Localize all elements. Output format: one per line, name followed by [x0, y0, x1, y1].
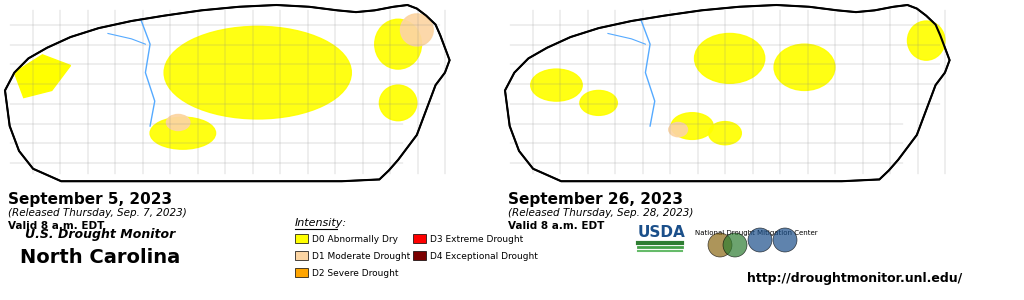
- Ellipse shape: [907, 21, 945, 60]
- Ellipse shape: [580, 90, 617, 116]
- Text: Intensity:: Intensity:: [295, 218, 347, 228]
- Ellipse shape: [380, 85, 417, 121]
- Polygon shape: [5, 5, 450, 181]
- Ellipse shape: [151, 117, 216, 149]
- Ellipse shape: [375, 19, 422, 69]
- Text: September 5, 2023: September 5, 2023: [8, 192, 172, 207]
- Ellipse shape: [530, 69, 583, 101]
- Text: D4 Exceptional Drought: D4 Exceptional Drought: [430, 252, 538, 261]
- Ellipse shape: [774, 44, 835, 90]
- Text: http://droughtmonitor.unl.edu/: http://droughtmonitor.unl.edu/: [748, 272, 963, 285]
- Bar: [413, 251, 426, 260]
- Text: D0 Abnormally Dry: D0 Abnormally Dry: [312, 235, 398, 244]
- Ellipse shape: [709, 122, 741, 145]
- Ellipse shape: [671, 113, 714, 140]
- Polygon shape: [505, 5, 949, 181]
- Bar: [413, 234, 426, 243]
- Text: National Drought Mitigation Center: National Drought Mitigation Center: [695, 230, 817, 236]
- Text: (Released Thursday, Sep. 7, 2023): (Released Thursday, Sep. 7, 2023): [8, 208, 186, 218]
- Text: September 26, 2023: September 26, 2023: [508, 192, 683, 207]
- Text: (Released Thursday, Sep. 28, 2023): (Released Thursday, Sep. 28, 2023): [508, 208, 693, 218]
- Ellipse shape: [164, 26, 351, 119]
- Text: Valid 8 a.m. EDT: Valid 8 a.m. EDT: [8, 221, 104, 231]
- Circle shape: [773, 228, 797, 252]
- Text: North Carolina: North Carolina: [19, 248, 180, 267]
- Circle shape: [708, 233, 732, 257]
- Text: USDA: USDA: [638, 225, 686, 240]
- Polygon shape: [14, 55, 71, 98]
- Text: U.S. Drought Monitor: U.S. Drought Monitor: [25, 228, 175, 241]
- Text: D3 Extreme Drought: D3 Extreme Drought: [430, 235, 523, 244]
- Ellipse shape: [669, 122, 687, 137]
- Text: Valid 8 a.m. EDT: Valid 8 a.m. EDT: [508, 221, 604, 231]
- Bar: [295, 234, 308, 243]
- Text: D2 Severe Drought: D2 Severe Drought: [312, 269, 398, 278]
- Text: D1 Moderate Drought: D1 Moderate Drought: [312, 252, 411, 261]
- Ellipse shape: [694, 34, 765, 83]
- Ellipse shape: [400, 14, 433, 46]
- Bar: [295, 268, 308, 277]
- Ellipse shape: [167, 115, 189, 130]
- Circle shape: [723, 233, 746, 257]
- Bar: [295, 251, 308, 260]
- Circle shape: [748, 228, 772, 252]
